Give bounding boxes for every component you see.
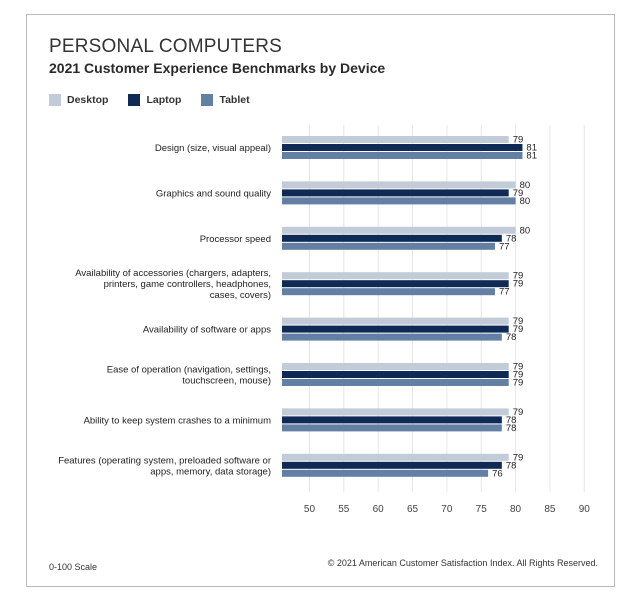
- bar-value-label: 78: [506, 423, 517, 434]
- x-tick-label: 55: [338, 504, 350, 515]
- bar-desktop: [282, 408, 509, 416]
- bar-desktop: [282, 272, 509, 280]
- bar-value-label: 79: [513, 324, 524, 335]
- legend-label-desktop: Desktop: [67, 94, 109, 106]
- bar-desktop: [282, 226, 516, 234]
- category-label: cases, covers): [210, 290, 271, 301]
- x-tick-label: 90: [579, 504, 591, 515]
- bar-laptop: [282, 144, 523, 151]
- bar-laptop: [282, 189, 509, 197]
- bar-desktop: [282, 181, 516, 189]
- bar-value-label: 80: [520, 196, 531, 207]
- x-tick-label: 75: [476, 504, 488, 515]
- bar-value-label: 79: [513, 188, 524, 199]
- bar-tablet: [282, 152, 523, 159]
- bar-desktop: [282, 136, 509, 143]
- x-tick-label: 60: [373, 504, 385, 515]
- legend-label-tablet: Tablet: [219, 94, 250, 106]
- category-label: touchscreen, mouse): [182, 376, 271, 387]
- chart-title: PERSONAL COMPUTERS: [49, 36, 283, 57]
- category-label: Availability of accessories (chargers, a…: [75, 268, 271, 279]
- bar-laptop: [282, 234, 502, 242]
- bar-value-label: 79: [513, 316, 524, 327]
- bar-tablet: [282, 197, 516, 205]
- category-label: printers, game controllers, headphones,: [104, 279, 271, 290]
- bar-value-label: 80: [520, 180, 531, 191]
- bar-value-label: 79: [513, 407, 524, 418]
- bar-desktop: [282, 453, 509, 461]
- bar-tablet: [282, 469, 489, 477]
- x-tick-label: 80: [510, 504, 522, 515]
- bar-laptop: [282, 461, 502, 469]
- scale-note: 0-100 Scale: [49, 562, 98, 572]
- bar-desktop: [282, 363, 509, 370]
- bar-value-label: 81: [526, 151, 537, 162]
- legend: Desktop Laptop Tablet: [49, 94, 250, 106]
- x-tick-label: 50: [304, 504, 316, 515]
- bar-laptop: [282, 371, 509, 378]
- bar-laptop: [282, 280, 509, 288]
- legend-label-laptop: Laptop: [146, 94, 182, 106]
- bar-value-label: 76: [492, 468, 503, 479]
- category-label: apps, memory, data storage): [150, 466, 271, 477]
- bar-value-label: 81: [526, 143, 537, 154]
- bar-desktop: [282, 317, 509, 325]
- bar-value-label: 79: [513, 378, 524, 389]
- chart-frame: [26, 14, 615, 587]
- bar-value-label: 79: [513, 279, 524, 290]
- bar-tablet: [282, 242, 495, 250]
- bar-tablet: [282, 424, 502, 432]
- bar-value-label: 79: [513, 452, 524, 463]
- bar-value-label: 77: [499, 241, 510, 252]
- category-label: Ease of operation (navigation, settings,: [107, 365, 271, 376]
- category-label: Features (operating system, preloaded so…: [58, 455, 271, 466]
- legend-swatch-laptop: [128, 94, 141, 106]
- bar-tablet: [282, 288, 495, 296]
- bar-value-label: 78: [506, 233, 517, 244]
- bar-value-label: 79: [513, 370, 524, 381]
- bar-value-label: 78: [506, 460, 517, 471]
- bar-value-label: 79: [513, 135, 524, 146]
- category-label: Graphics and sound quality: [156, 188, 271, 199]
- bar-tablet: [282, 333, 502, 341]
- bar-value-label: 78: [506, 415, 517, 426]
- copyright-note: © 2021 American Customer Satisfaction In…: [327, 558, 598, 568]
- bar-value-label: 77: [499, 287, 510, 298]
- x-tick-label: 70: [441, 504, 453, 515]
- bar-laptop: [282, 416, 502, 424]
- bar-value-label: 79: [513, 271, 524, 282]
- legend-item-desktop: Desktop: [49, 94, 108, 106]
- legend-item-laptop: Laptop: [128, 94, 181, 106]
- legend-swatch-desktop: [49, 94, 61, 106]
- category-label: Processor speed: [200, 234, 271, 245]
- legend-swatch-tablet: [201, 94, 214, 106]
- chart-subtitle: 2021 Customer Experience Benchmarks by D…: [49, 60, 386, 76]
- category-label: Design (size, visual appeal): [155, 143, 271, 154]
- bar-value-label: 80: [520, 225, 531, 236]
- x-tick-label: 65: [407, 504, 419, 515]
- category-label: Ability to keep system crashes to a mini…: [84, 415, 272, 426]
- bar-value-label: 78: [506, 332, 517, 343]
- bar-tablet: [282, 379, 509, 386]
- bar-value-label: 79: [513, 362, 524, 373]
- bar-laptop: [282, 325, 509, 333]
- x-tick-label: 85: [544, 504, 556, 515]
- legend-item-tablet: Tablet: [201, 94, 250, 106]
- category-label: Availability of software or apps: [143, 325, 271, 336]
